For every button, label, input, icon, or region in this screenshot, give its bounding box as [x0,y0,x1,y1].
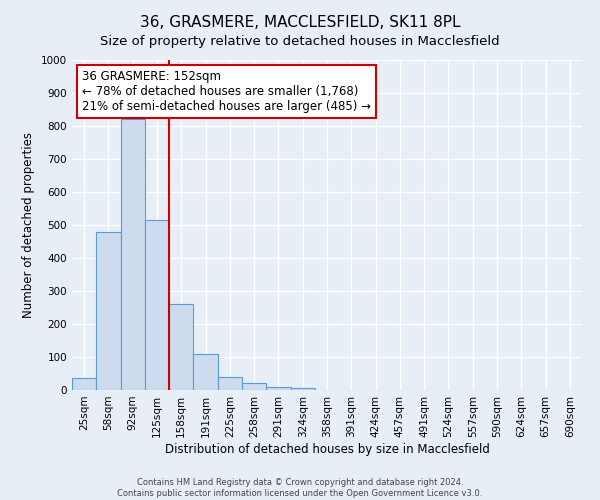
Bar [266,386,290,390]
Bar [96,232,121,390]
Bar [121,120,145,390]
Bar [169,304,193,390]
Bar [242,384,266,390]
Bar [145,220,169,390]
Y-axis label: Number of detached properties: Number of detached properties [22,132,35,318]
Text: 36, GRASMERE, MACCLESFIELD, SK11 8PL: 36, GRASMERE, MACCLESFIELD, SK11 8PL [140,15,460,30]
Bar [290,388,315,390]
Text: Size of property relative to detached houses in Macclesfield: Size of property relative to detached ho… [100,35,500,48]
Text: Contains HM Land Registry data © Crown copyright and database right 2024.
Contai: Contains HM Land Registry data © Crown c… [118,478,482,498]
Text: 36 GRASMERE: 152sqm
← 78% of detached houses are smaller (1,768)
21% of semi-det: 36 GRASMERE: 152sqm ← 78% of detached ho… [82,70,371,113]
Bar [193,354,218,390]
Bar [218,377,242,390]
X-axis label: Distribution of detached houses by size in Macclesfield: Distribution of detached houses by size … [164,442,490,456]
Bar [72,378,96,390]
